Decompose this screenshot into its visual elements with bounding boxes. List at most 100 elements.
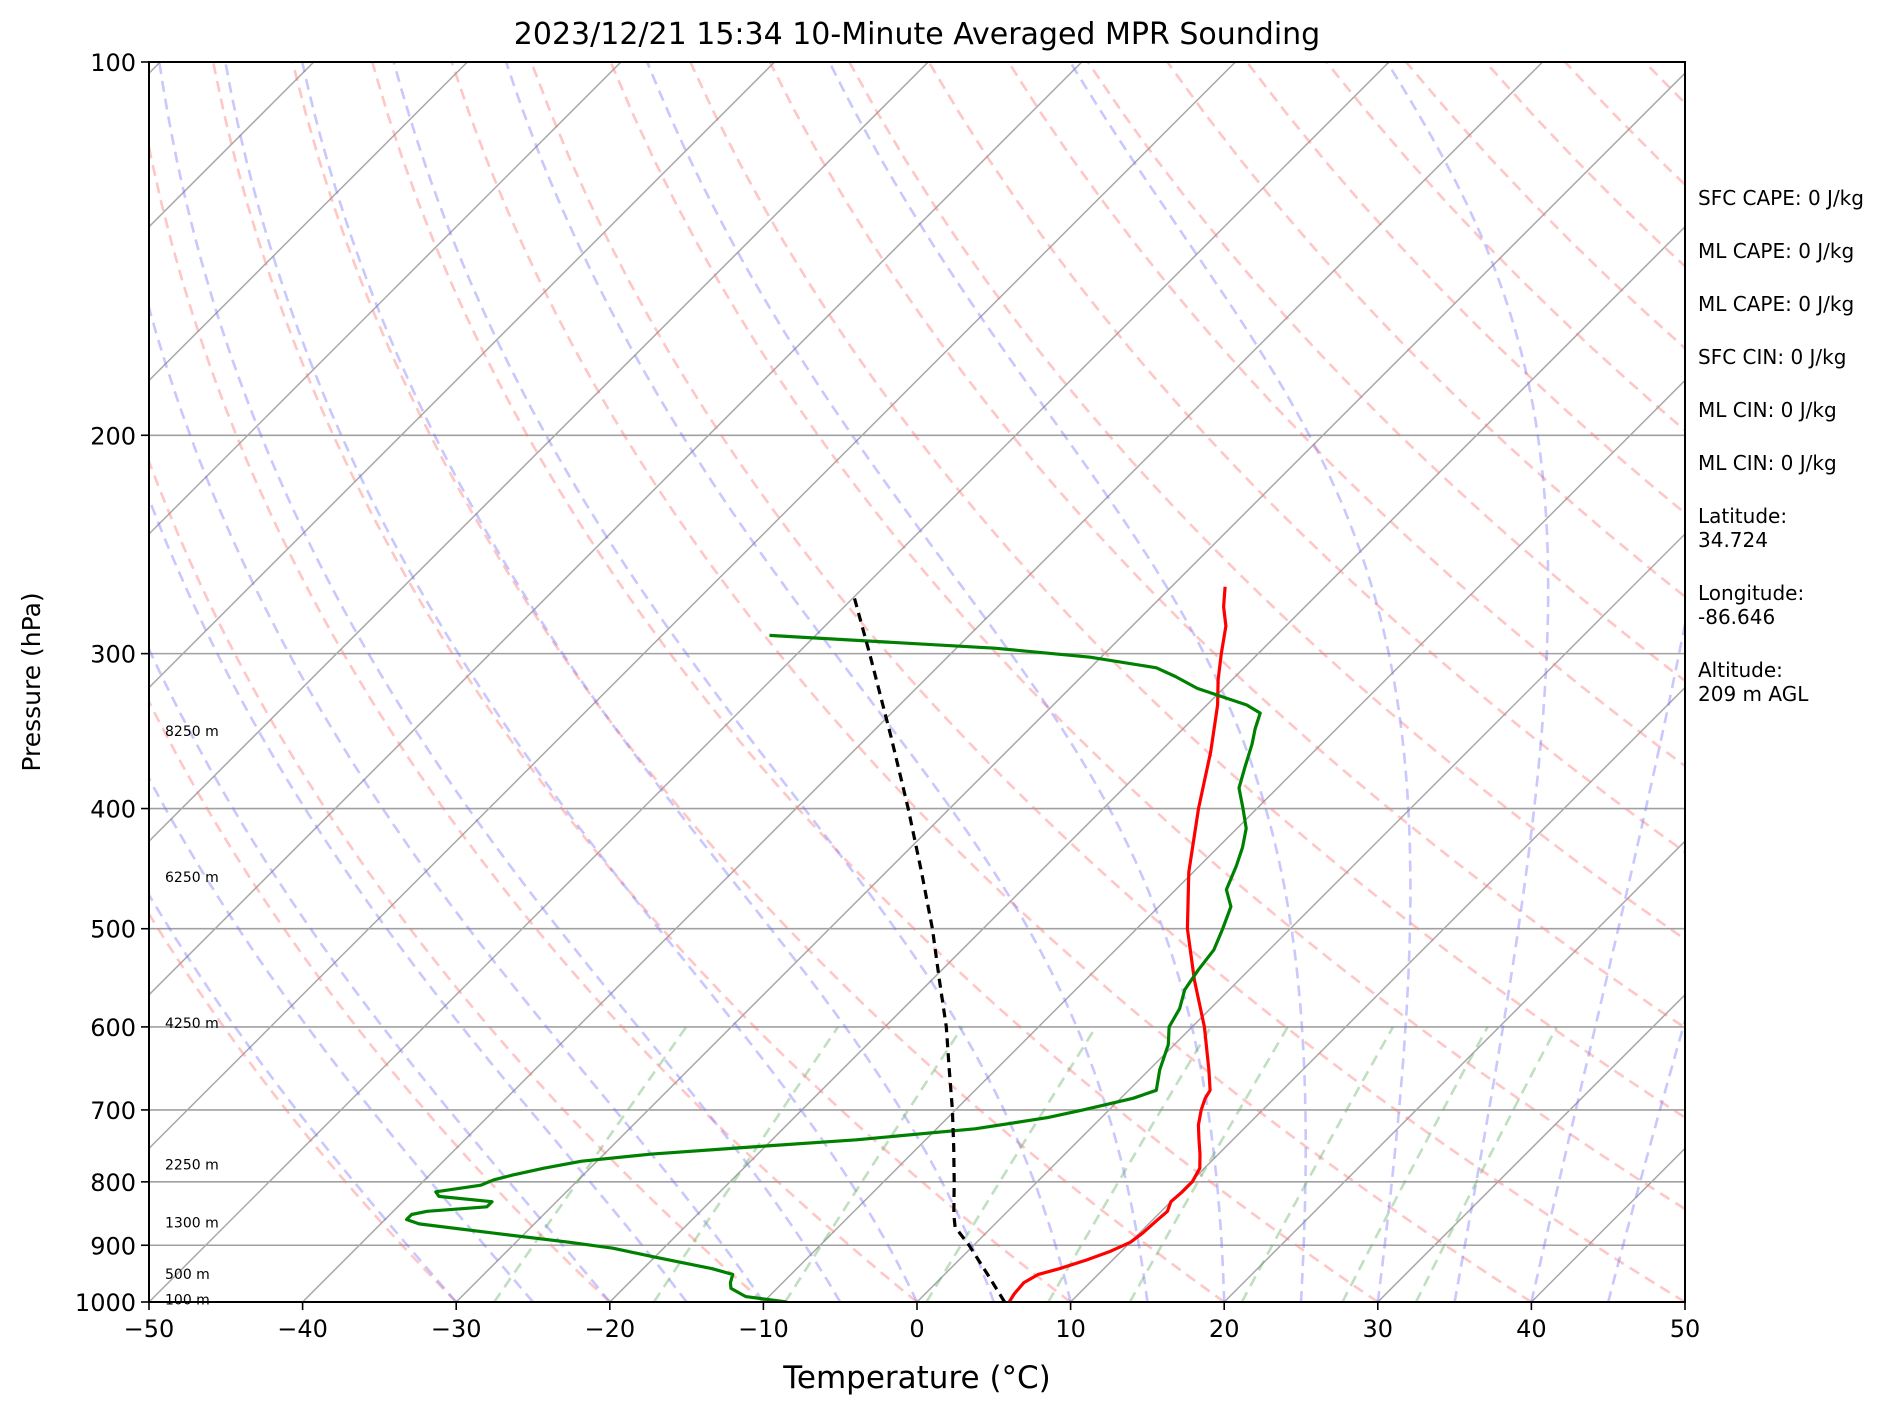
- dry-adiabat-line: [291, 62, 1225, 1302]
- x-tick-label: −50: [124, 1315, 175, 1343]
- isotherm-line: [302, 62, 1544, 1302]
- dry-adiabat-line: [149, 698, 611, 1302]
- profile-lines: [405, 586, 1262, 1302]
- mixing-ratio-line: [1128, 1026, 1289, 1302]
- mixing-ratio-line: [652, 1026, 840, 1302]
- x-tick-label: −20: [584, 1315, 635, 1343]
- height-label: 500 m: [165, 1267, 210, 1283]
- moist-adiabat-line: [224, 62, 919, 1302]
- isotherm-line: [1377, 993, 1685, 1302]
- moist-adiabat-line: [149, 302, 765, 1302]
- y-tick-label: 500: [90, 916, 136, 944]
- dry-adiabat-line: [149, 457, 765, 1302]
- sounding-summary-panel: SFC CAPE: 0 J/kg ML CAPE: 0 J/kg ML CAPE…: [1698, 186, 1888, 735]
- longitude-label: Longitude:: [1698, 581, 1805, 605]
- x-tick-label: −40: [277, 1315, 328, 1343]
- x-tick-label: −30: [431, 1315, 482, 1343]
- y-tick-label: 300: [90, 641, 136, 669]
- dry-adiabat-line: [848, 62, 1685, 941]
- mixing-ratio-line: [784, 1026, 964, 1302]
- dry-adiabat-line: [370, 62, 1379, 1302]
- dry-adiabat-line: [609, 62, 1685, 1211]
- mixing-ratio-line: [925, 1026, 1098, 1302]
- height-label: 100 m: [165, 1292, 210, 1308]
- x-tick-label: 30: [1363, 1315, 1394, 1343]
- y-axis-label: Pressure (hPa): [17, 592, 46, 771]
- background-lines: [149, 62, 1685, 1302]
- altitude-block: Altitude: 209 m AGL: [1698, 658, 1888, 706]
- ml-cape-stat-2: ML CAPE: 0 J/kg: [1698, 292, 1855, 316]
- moist-adiabat-line: [1069, 62, 1412, 1302]
- moist-adiabat-line: [149, 892, 458, 1302]
- dry-adiabat-line: [768, 62, 1685, 1030]
- dry-adiabat-line: [689, 62, 1685, 1120]
- y-tick-label: 200: [90, 422, 136, 450]
- y-tick-label: 100: [90, 49, 136, 77]
- isotherm-line: [455, 72, 1685, 1302]
- dry-adiabat-line: [149, 911, 458, 1302]
- mixing-ratio-line: [493, 1026, 688, 1302]
- height-label: 8250 m: [165, 724, 219, 740]
- longitude-value: -86.646: [1698, 605, 1776, 629]
- y-tick-label: 900: [90, 1232, 136, 1260]
- dry-adiabat-line: [149, 140, 918, 1302]
- axes: −50 −40 −30 −20 −10 0 10 20 30 40 50 100 200 300 400 50…: [75, 49, 1700, 1343]
- y-tick-label: 700: [90, 1097, 136, 1125]
- y-tick-label: 1000: [75, 1289, 136, 1317]
- moist-adiabat-line: [645, 62, 1226, 1302]
- height-label: 1300 m: [165, 1215, 219, 1231]
- moist-adiabat-line: [1530, 617, 1685, 1302]
- sfc-cape-stat: SFC CAPE: 0 J/kg: [1698, 186, 1864, 210]
- longitude-block: Longitude: -86.646: [1698, 581, 1888, 629]
- ml-cin-stat: ML CIN: 0 J/kg: [1698, 398, 1837, 422]
- sfc-cin-stat: SFC CIN: 0 J/kg: [1698, 345, 1847, 369]
- dry-adiabat-line: [1166, 62, 1685, 599]
- dry-adiabat-line: [1086, 62, 1685, 683]
- moist-adiabat-line: [149, 495, 688, 1302]
- isotherm-line: [149, 62, 1236, 1150]
- isotherm-line: [149, 62, 622, 536]
- y-tick-label: 800: [90, 1169, 136, 1197]
- moist-adiabat-line: [504, 62, 1149, 1302]
- dry-adiabat-line: [529, 62, 1685, 1302]
- mixing-ratio-line: [1341, 1026, 1489, 1302]
- latitude-label: Latitude:: [1698, 504, 1788, 528]
- x-tick-label: −10: [738, 1315, 789, 1343]
- x-tick-label: 50: [1670, 1315, 1701, 1343]
- dry-adiabat-line: [211, 62, 1072, 1302]
- x-axis-label: Temperature (°C): [782, 1360, 1051, 1396]
- moist-adiabat-line: [149, 646, 611, 1302]
- isotherm-line: [916, 532, 1685, 1302]
- chart-title: 2023/12/21 15:34 10-Minute Averaged MPR …: [514, 17, 1320, 52]
- ml-cape-stat: ML CAPE: 0 J/kg: [1698, 239, 1855, 263]
- moist-adiabat-line: [1385, 62, 1550, 1302]
- isotherm-line: [762, 379, 1685, 1302]
- isotherm-line: [1070, 686, 1685, 1302]
- isotherm-line: [149, 62, 1083, 996]
- y-tick-label: 600: [90, 1014, 136, 1042]
- moist-adiabat-line: [1606, 1016, 1685, 1302]
- moist-adiabat-line: [828, 62, 1307, 1302]
- isotherm-line: [1223, 840, 1685, 1302]
- latitude-value: 34.724: [1698, 528, 1768, 552]
- x-tick-label: 40: [1516, 1315, 1547, 1343]
- profile-series-line: [405, 633, 1262, 1302]
- profile-series-line: [1007, 586, 1228, 1302]
- isotherm-line: [149, 62, 776, 689]
- y-tick-label: 400: [90, 796, 136, 824]
- moist-adiabat-line: [300, 62, 996, 1302]
- altitude-label: Altitude:: [1698, 658, 1783, 682]
- isotherm-line: [149, 62, 1390, 1302]
- latitude-block: Latitude: 34.724: [1698, 504, 1888, 552]
- isotherm-line: [149, 62, 929, 843]
- profile-series-line: [852, 596, 1006, 1302]
- dry-adiabat-line: [450, 62, 1533, 1302]
- isotherm-line: [149, 62, 468, 382]
- mixing-ratio-line: [1414, 1026, 1558, 1302]
- mixing-ratio-line: [1240, 1026, 1395, 1302]
- x-tick-label: 20: [1209, 1315, 1240, 1343]
- altitude-value: 209 m AGL: [1698, 682, 1809, 706]
- x-tick-label: 10: [1055, 1315, 1086, 1343]
- moist-adiabat-line: [158, 62, 842, 1302]
